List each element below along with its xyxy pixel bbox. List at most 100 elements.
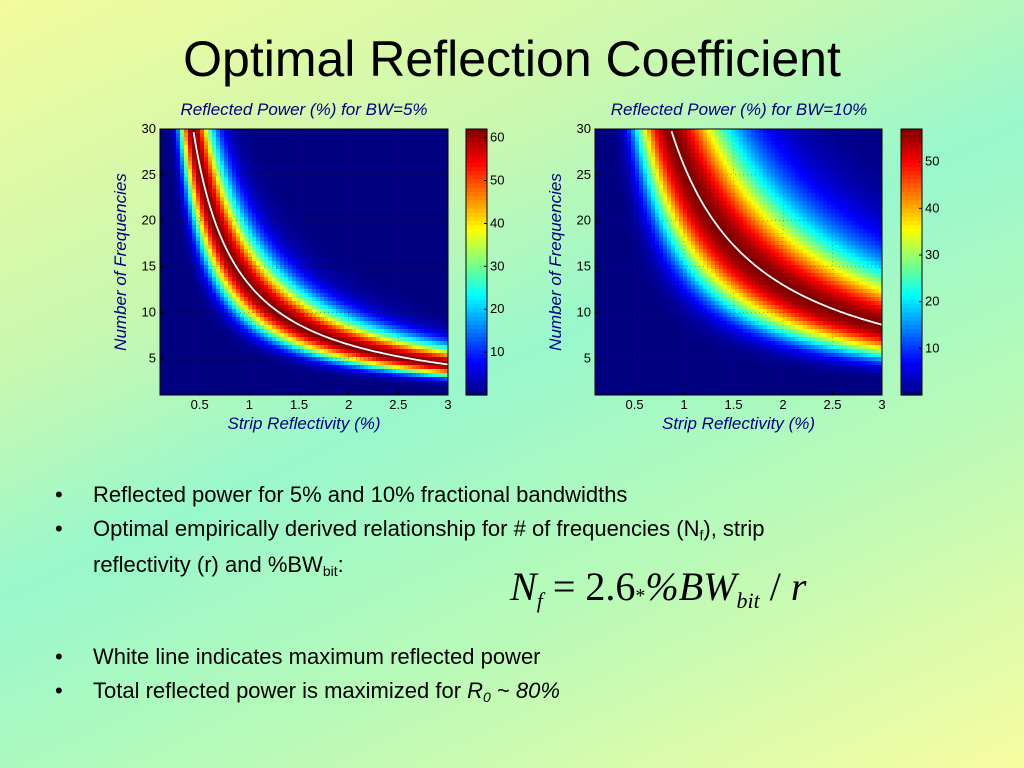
heatmap-cell: [428, 189, 433, 194]
heatmap-cell: [264, 213, 269, 218]
heatmap-cell: [276, 349, 281, 354]
heatmap-cell: [268, 381, 273, 386]
heatmap-cell: [384, 377, 389, 382]
heatmap-cell: [236, 337, 241, 342]
heatmap-cell: [328, 385, 333, 390]
heatmap-cell: [188, 217, 193, 222]
heatmap-cell: [352, 249, 357, 254]
heatmap-cell: [316, 333, 321, 338]
heatmap-cell: [408, 205, 413, 210]
heatmap-cell: [312, 253, 317, 258]
heatmap-cell: [304, 345, 309, 350]
heatmap-cell: [284, 349, 289, 354]
heatmap-cell: [364, 385, 369, 390]
heatmap-cell: [344, 329, 349, 334]
heatmap-cell: [220, 141, 225, 146]
heatmap-cell: [260, 281, 265, 286]
heatmap-cell: [232, 357, 237, 362]
heatmap-cell: [276, 241, 281, 246]
colorbar-cell: [466, 158, 487, 163]
heatmap-cell: [184, 269, 189, 274]
heatmap-cell: [428, 173, 433, 178]
heatmap-cell: [224, 361, 229, 366]
heatmap-cell: [280, 345, 285, 350]
heatmap-cell: [595, 145, 600, 150]
heatmap-cell: [288, 189, 293, 194]
heatmap-cell: [296, 133, 301, 138]
heatmap-cell: [388, 389, 393, 394]
heatmap-cell: [380, 329, 385, 334]
heatmap-cell: [196, 341, 201, 346]
heatmap-cell: [352, 221, 357, 226]
heatmap-cell: [444, 301, 449, 306]
heatmap-cell: [316, 193, 321, 198]
heatmap-cell: [320, 197, 325, 202]
heatmap-cell: [176, 381, 181, 386]
heatmap-cell: [168, 373, 173, 378]
heatmap-cell: [220, 269, 225, 274]
heatmap-cell: [232, 265, 237, 270]
heatmap-cell: [328, 205, 333, 210]
heatmap-cell: [360, 361, 365, 366]
heatmap-cell: [212, 129, 217, 134]
heatmap-cell: [332, 381, 337, 386]
heatmap-cell: [404, 373, 409, 378]
heatmap-cell: [384, 213, 389, 218]
heatmap-cell: [176, 189, 181, 194]
heatmap-cell: [420, 317, 425, 322]
heatmap-cell: [296, 389, 301, 394]
heatmap-cell: [208, 257, 213, 262]
heatmap-cell: [296, 289, 301, 294]
heatmap-cell: [160, 361, 165, 366]
heatmap-cell: [376, 289, 381, 294]
heatmap-cell: [420, 141, 425, 146]
x-tick-label: 1: [246, 397, 253, 412]
heatmap-cell: [316, 261, 321, 266]
heatmap-cell: [172, 369, 177, 374]
heatmap-cell: [260, 321, 265, 326]
heatmap-cell: [396, 269, 401, 274]
heatmap-cell: [424, 137, 429, 142]
heatmap-cell: [184, 313, 189, 318]
heatmap-cell: [320, 177, 325, 182]
heatmap-cell: [348, 353, 353, 358]
heatmap-cell: [184, 205, 189, 210]
heatmap-cell: [288, 301, 293, 306]
heatmap-cell: [252, 197, 257, 202]
heatmap-cell: [368, 361, 373, 366]
heatmap-cell: [416, 365, 421, 370]
heatmap-cell: [312, 393, 317, 396]
heatmap-cell: [440, 173, 445, 178]
heatmap-cell: [240, 341, 245, 346]
heatmap-cell: [288, 165, 293, 170]
heatmap-cell: [392, 389, 397, 394]
heatmap-cell: [392, 285, 397, 290]
heatmap-cell: [264, 265, 269, 270]
heatmap-cell: [264, 165, 269, 170]
heatmap-cell: [344, 241, 349, 246]
heatmap-cell: [208, 365, 213, 370]
heatmap-cell: [240, 381, 245, 386]
heatmap-cell: [284, 157, 289, 162]
heatmap-cell: [172, 165, 177, 170]
heatmap-cell: [320, 253, 325, 258]
heatmap-cell: [188, 357, 193, 362]
heatmap-cell: [396, 213, 401, 218]
heatmap-cell: [188, 385, 193, 390]
heatmap-cell: [376, 129, 381, 134]
heatmap-cell: [340, 317, 345, 322]
heatmap-cell: [212, 293, 217, 298]
heatmap-cell: [220, 133, 225, 138]
heatmap-cell: [340, 221, 345, 226]
heatmap-cell: [332, 265, 337, 270]
heatmap-cell: [192, 309, 197, 314]
heatmap-cell: [380, 177, 385, 182]
heatmap-cell: [328, 349, 333, 354]
heatmap-cell: [308, 341, 313, 346]
heatmap-cell: [192, 149, 197, 154]
heatmap-cell: [396, 301, 401, 306]
heatmap-cell: [312, 233, 317, 238]
heatmap-cell: [268, 317, 273, 322]
heatmap-cell: [436, 393, 441, 396]
heatmap-cell: [428, 285, 433, 290]
